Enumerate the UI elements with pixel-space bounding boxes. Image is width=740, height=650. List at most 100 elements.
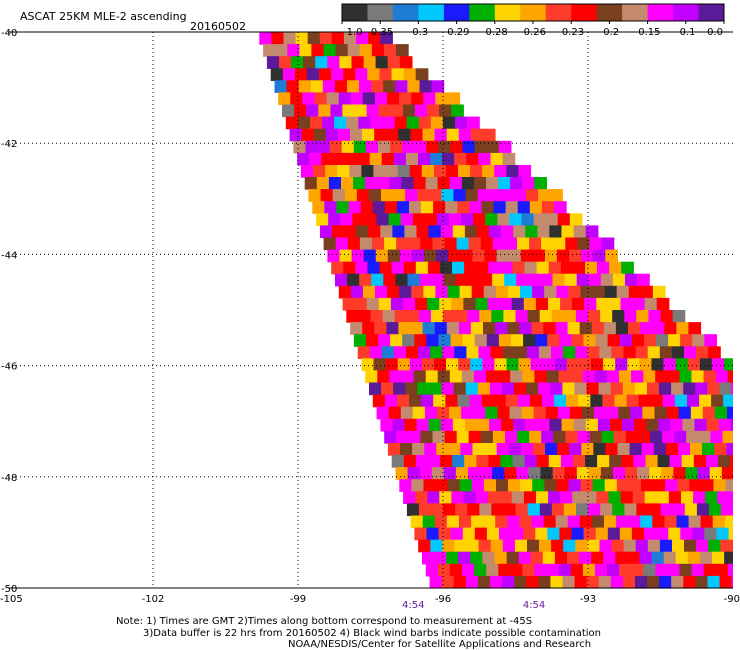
data-cell bbox=[335, 273, 348, 287]
data-cell bbox=[378, 140, 391, 154]
data-cell bbox=[659, 382, 672, 396]
data-cell bbox=[409, 201, 422, 214]
data-cell bbox=[383, 80, 396, 93]
data-cell bbox=[647, 539, 661, 553]
data-cell bbox=[679, 370, 693, 384]
data-cell bbox=[474, 370, 487, 384]
data-cell bbox=[654, 406, 668, 420]
data-cell bbox=[454, 346, 467, 359]
data-cell bbox=[385, 165, 399, 178]
data-cell bbox=[342, 104, 356, 118]
data-cell bbox=[591, 358, 604, 371]
data-cell bbox=[305, 140, 319, 154]
grid-lines bbox=[8, 32, 733, 588]
data-cell bbox=[508, 249, 522, 263]
data-cell bbox=[698, 430, 711, 444]
data-cell bbox=[592, 479, 606, 492]
data-cell bbox=[713, 479, 727, 492]
data-cell bbox=[311, 44, 325, 57]
data-cell bbox=[586, 382, 600, 396]
data-cell bbox=[651, 551, 665, 565]
data-cell bbox=[588, 310, 601, 323]
data-cell bbox=[722, 430, 733, 444]
data-cell bbox=[420, 430, 434, 444]
data-cell bbox=[425, 177, 439, 190]
data-cell bbox=[621, 261, 634, 275]
data-cell bbox=[585, 261, 598, 275]
data-cell bbox=[520, 443, 534, 456]
data-cell bbox=[644, 491, 658, 504]
data-cell bbox=[403, 261, 417, 275]
data-cell bbox=[526, 189, 539, 202]
data-cell bbox=[589, 237, 603, 251]
data-cell bbox=[640, 515, 653, 529]
data-cell bbox=[295, 32, 309, 45]
data-cell bbox=[640, 285, 654, 299]
data-cell bbox=[381, 382, 394, 396]
data-cell bbox=[731, 575, 733, 589]
data-cell bbox=[390, 297, 404, 311]
data-cell bbox=[579, 358, 592, 371]
data-cell bbox=[531, 322, 545, 335]
data-cell bbox=[613, 467, 626, 480]
data-cell bbox=[477, 382, 491, 396]
data-cell bbox=[546, 370, 560, 384]
data-cell bbox=[399, 56, 413, 69]
data-cell bbox=[481, 201, 495, 214]
data-cell bbox=[570, 370, 584, 384]
data-cell bbox=[691, 563, 705, 577]
data-cell bbox=[325, 128, 339, 142]
data-cell bbox=[462, 140, 476, 154]
data-cell bbox=[510, 177, 523, 190]
data-cell bbox=[527, 539, 540, 553]
data-cell bbox=[406, 503, 420, 517]
data-cell bbox=[502, 152, 516, 166]
data-cell bbox=[637, 467, 650, 480]
data-cell bbox=[470, 322, 484, 335]
data-cell bbox=[567, 322, 581, 335]
data-cell bbox=[533, 213, 547, 226]
data-cell bbox=[498, 140, 512, 154]
data-cell bbox=[340, 213, 353, 226]
data-cell bbox=[461, 370, 475, 384]
data-cell bbox=[440, 261, 453, 275]
data-cell bbox=[677, 443, 691, 456]
data-cell bbox=[597, 261, 610, 275]
data-cell bbox=[466, 152, 479, 166]
data-cell bbox=[721, 503, 733, 517]
data-cell bbox=[446, 322, 460, 335]
data-cell bbox=[688, 515, 702, 529]
data-cell bbox=[465, 575, 479, 589]
data-cell bbox=[524, 455, 538, 468]
data-cell bbox=[542, 551, 556, 565]
data-cell bbox=[493, 394, 507, 408]
data-cell bbox=[610, 382, 624, 396]
data-cell bbox=[381, 152, 395, 166]
data-cell bbox=[553, 237, 566, 251]
data-cell bbox=[458, 551, 471, 565]
data-cell bbox=[413, 370, 427, 384]
colorbar-swatch bbox=[622, 4, 648, 21]
data-cell bbox=[351, 249, 365, 263]
data-cell bbox=[460, 249, 473, 263]
data-cell bbox=[425, 563, 439, 577]
data-cell bbox=[676, 515, 690, 529]
data-cell bbox=[495, 515, 508, 529]
data-cell bbox=[693, 455, 707, 468]
data-cell bbox=[360, 201, 374, 214]
data-cell bbox=[464, 261, 477, 275]
data-cell bbox=[540, 467, 554, 480]
data-cell bbox=[596, 491, 610, 504]
data-cell bbox=[662, 394, 676, 408]
data-cell bbox=[595, 334, 609, 347]
data-cell bbox=[614, 394, 628, 408]
data-cell bbox=[636, 503, 650, 517]
data-cell bbox=[612, 273, 626, 287]
data-cell bbox=[691, 370, 705, 384]
data-cell bbox=[294, 104, 307, 118]
data-cell bbox=[711, 358, 725, 371]
data-cell bbox=[613, 430, 627, 444]
data-cell bbox=[488, 455, 502, 468]
data-cell bbox=[599, 539, 613, 553]
data-cell bbox=[402, 104, 416, 118]
